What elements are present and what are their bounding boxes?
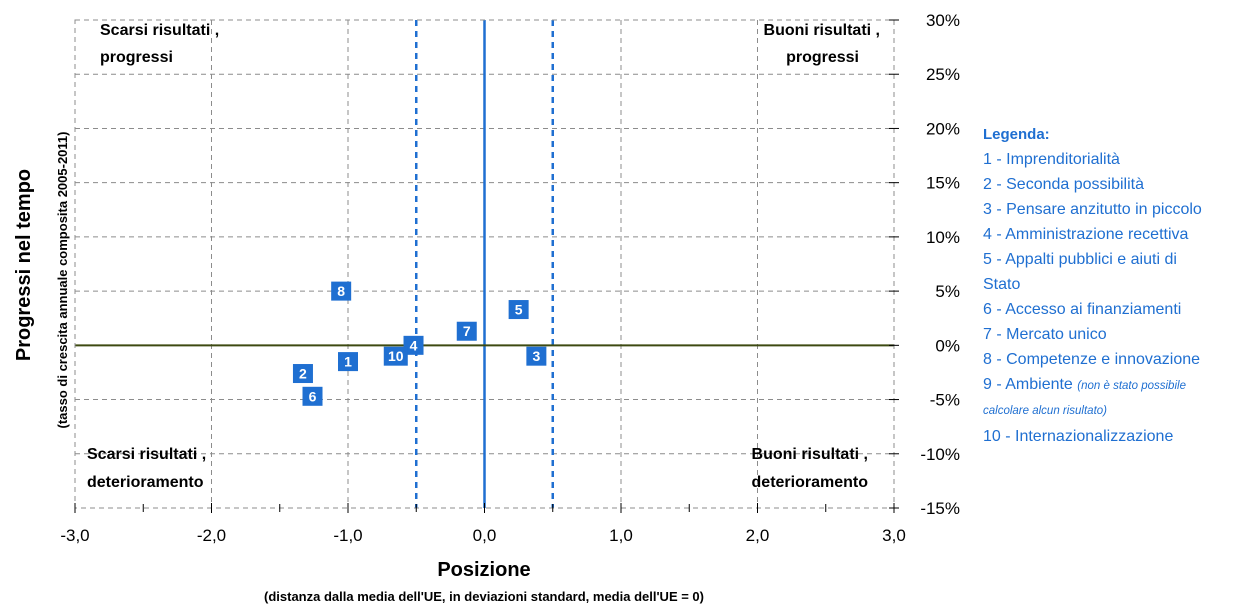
- y-tick-label: -15%: [920, 499, 960, 518]
- data-point-label: 10: [388, 348, 404, 364]
- legend-item: 4 - Amministrazione recettiva: [983, 226, 1189, 243]
- data-point-label: 8: [337, 283, 345, 299]
- data-point-marker: [456, 321, 477, 341]
- data-point-label: 1: [344, 354, 352, 370]
- quadrant-bottom-left-line2: deterioramento: [87, 474, 204, 491]
- x-tick-label: 0,0: [473, 526, 497, 545]
- y-tick-label: -5%: [930, 391, 960, 410]
- legend-item-9-note: (non è stato possibile: [1077, 380, 1186, 392]
- legend-item: 1 - Imprenditorialità: [983, 151, 1120, 168]
- x-tick-label: 1,0: [609, 526, 633, 545]
- data-point-label: 2: [299, 366, 307, 382]
- x-tick-label: -1,0: [333, 526, 362, 545]
- y-axis-subtitle: (tasso di crescita annuale composita 200…: [55, 132, 70, 429]
- data-point-marker: [302, 386, 323, 406]
- data-point-3: 3: [526, 346, 547, 366]
- y-axis-title: Progressi nel tempo: [13, 169, 35, 361]
- data-point-label: 6: [309, 388, 317, 404]
- data-point-marker: [526, 346, 547, 366]
- y-tick-label: 30%: [926, 11, 960, 30]
- y-tick-label: 0%: [935, 336, 960, 355]
- x-axis-title: Posizione: [437, 559, 530, 581]
- legend-item: 6 - Accesso ai finanziamenti: [983, 301, 1182, 318]
- legend-title: Legenda:: [983, 126, 1050, 143]
- plot-area-border: [74, 19, 895, 509]
- y-tick-label: 25%: [926, 65, 960, 84]
- legend-item: Stato: [983, 276, 1021, 293]
- data-point-2: 2: [292, 364, 313, 384]
- data-point-marker: [338, 352, 358, 372]
- data-point-marker: [331, 281, 352, 301]
- data-point-label: 4: [410, 337, 418, 353]
- legend-item-9-note-cont: calcolare alcun risultato): [983, 405, 1108, 417]
- quadrant-top-right-line2: progressi: [786, 49, 859, 66]
- data-point-6: 6: [302, 386, 323, 406]
- data-point-marker: [403, 335, 424, 355]
- quadrant-bottom-right-line1: Buoni risultati ,: [752, 446, 868, 463]
- legend-item: 3 - Pensare anzitutto in piccolo: [983, 201, 1202, 218]
- data-point-10: 10: [383, 346, 408, 366]
- quadrant-top-left-line1: Scarsi risultati ,: [100, 22, 219, 39]
- data-point-label: 7: [463, 323, 471, 339]
- data-point-marker: [383, 346, 408, 366]
- x-tick-label: 2,0: [746, 526, 770, 545]
- x-tick-label: 3,0: [882, 526, 906, 545]
- data-point-marker: [508, 300, 529, 320]
- data-point-label: 5: [515, 302, 523, 318]
- legend-item: 8 - Competenze e innovazione: [983, 351, 1201, 368]
- data-point-4: 4: [403, 335, 424, 355]
- y-tick-label: 10%: [926, 228, 960, 247]
- legend-item: 2 - Seconda possibilità: [983, 176, 1144, 193]
- data-point-8: 8: [331, 281, 352, 301]
- data-point-label: 3: [532, 348, 540, 364]
- y-tick-label: 5%: [935, 282, 960, 301]
- legend-item: 10 - Internazionalizzazione: [983, 428, 1174, 445]
- x-tick-label: -2,0: [197, 526, 226, 545]
- quadrant-bottom-left-line1: Scarsi risultati ,: [87, 446, 206, 463]
- y-tick-label: 20%: [926, 119, 960, 138]
- quadrant-labels: Scarsi risultati , progressi Buoni risul…: [87, 22, 880, 491]
- legend-item-9: 9 - Ambiente (non è stato possibile: [983, 372, 1249, 399]
- legend-item: 5 - Appalti pubblici e aiuti di: [983, 251, 1177, 268]
- x-axis-subtitle: (distanza dalla media dell'UE, in deviaz…: [264, 589, 704, 604]
- axis-ticks: -3,0 -2,0 -1,0 0,0 1,0 2,0 3,030%25%20%15%10%5…: [60, 11, 960, 545]
- data-point-marker: [292, 364, 313, 384]
- legend-item-9-label: 9 - Ambiente: [983, 376, 1073, 393]
- quadrant-top-right-line1: Buoni risultati ,: [764, 22, 880, 39]
- legend-item: 7 - Mercato unico: [983, 326, 1107, 343]
- data-points: 1 2 3 4 5 6 7 8 10: [292, 281, 547, 406]
- data-point-1: 1: [338, 352, 358, 372]
- y-tick-label: 15%: [926, 174, 960, 193]
- quadrant-top-left-line2: progressi: [100, 49, 173, 66]
- reference-lines: [75, 20, 894, 508]
- x-tick-label: -3,0: [60, 526, 89, 545]
- quadrant-bottom-right-line2: deterioramento: [752, 474, 869, 491]
- y-tick-label: -10%: [920, 445, 960, 464]
- data-point-7: 7: [456, 321, 477, 341]
- legend: Legenda: 1 - Imprenditorialità 2 - Secon…: [983, 122, 1249, 449]
- data-point-5: 5: [508, 300, 529, 320]
